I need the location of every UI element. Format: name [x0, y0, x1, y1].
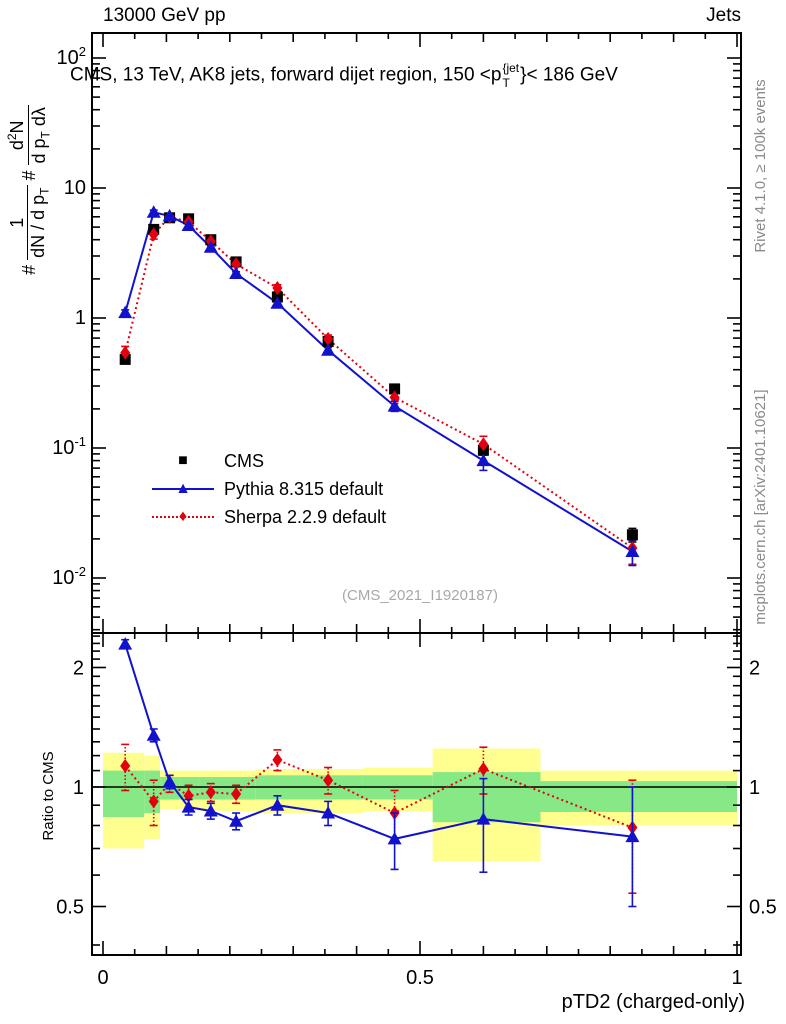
svg-text:2: 2 — [73, 658, 84, 680]
svg-text:102: 102 — [57, 44, 86, 69]
svg-text:1: 1 — [73, 777, 84, 799]
legend-marker-cms: ■ — [152, 451, 214, 471]
mcplots-reference-note: mcplots.cern.ch [arXiv:2401.10621] — [752, 389, 769, 625]
ylabel-frac1-denominator: dN / d pT — [28, 187, 52, 258]
ylabel-frac2-numerator: d2N — [5, 105, 29, 166]
svg-text:0.5: 0.5 — [56, 897, 84, 919]
legend-label-pythia: Pythia 8.315 default — [224, 478, 384, 499]
legend-label-sherpa: Sherpa 2.2.9 default — [224, 506, 387, 527]
main-y-tick-labels: 102 10 1 10-1 10-2 — [52, 44, 86, 589]
legend-marker-pythia: ▲ — [152, 479, 214, 499]
beam-energy-header: 13000 GeV pp — [103, 5, 226, 26]
ratio-uncertainty-bands — [103, 748, 737, 862]
ylabel-hash-2: # — [19, 170, 40, 181]
analysis-topic-header: Jets — [706, 5, 741, 26]
legend-item-sherpa: ♦ Sherpa 2.2.9 default — [152, 503, 386, 531]
plot-title-pre: CMS, 13 TeV, AK8 jets, forward dijet reg… — [70, 64, 502, 86]
plot-title-superscript: {jet — [502, 61, 520, 75]
svg-text:10-1: 10-1 — [52, 434, 86, 459]
ylabel-fraction-2: d2N d pT dλ — [5, 105, 53, 166]
svg-text:2: 2 — [749, 658, 760, 680]
legend-line-pythia — [152, 488, 214, 490]
square-marker-icon: ■ — [178, 452, 188, 469]
main-panel — [91, 32, 742, 634]
diamond-marker-icon: ♦ — [178, 508, 188, 525]
ylabel-hash-1: # — [19, 264, 40, 275]
ylabel-fraction-1: 1 dN / d pT — [6, 185, 53, 260]
svg-text:0.5: 0.5 — [406, 967, 434, 989]
x-axis-title: pTD2 (charged-only) — [561, 991, 745, 1013]
svg-text:1: 1 — [75, 307, 86, 329]
ratio-y-tick-labels: 2 2 1 1 0.5 0.5 — [56, 658, 777, 919]
svg-text:1: 1 — [731, 967, 742, 989]
ylabel-frac2-denominator: d pT dλ — [28, 107, 53, 164]
ratio-panel — [91, 632, 742, 956]
legend-line-sherpa — [152, 516, 214, 518]
triangle-marker-icon: ▲ — [175, 480, 191, 497]
main-y-axis-label: #1 dN / d pT # d2N d pT dλ — [5, 33, 53, 348]
svg-text:10: 10 — [64, 177, 86, 199]
axis-ticks — [92, 33, 741, 955]
ylabel-frac1-numerator: 1 — [6, 185, 29, 260]
legend: ■ CMS ▲ Pythia 8.315 default ♦ Sherpa 2.… — [152, 447, 386, 531]
ratio-y-axis-label: Ratio to CMS — [40, 751, 57, 841]
legend-label-cms: CMS — [224, 450, 264, 471]
svg-text:0: 0 — [97, 967, 108, 989]
x-tick-labels: 0 0.5 1 — [97, 967, 742, 989]
rivet-version-note: Rivet 4.1.0, ≥ 100k events — [752, 79, 769, 253]
legend-marker-sherpa: ♦ — [152, 507, 214, 527]
svg-text:0.5: 0.5 — [749, 897, 777, 919]
svg-text:10-2: 10-2 — [52, 564, 86, 589]
plot-title-script: {jet T — [502, 62, 519, 89]
plot-title-subscript: T — [502, 76, 510, 90]
svg-text:1: 1 — [749, 777, 760, 799]
ratio-series-pythia — [118, 637, 640, 908]
plot-title: CMS, 13 TeV, AK8 jets, forward dijet reg… — [70, 62, 618, 89]
analysis-id-watermark: (CMS_2021_I1920187) — [342, 587, 498, 604]
legend-item-pythia: ▲ Pythia 8.315 default — [152, 475, 386, 503]
legend-item-cms: ■ CMS — [152, 447, 386, 475]
main-markers-pythia — [118, 205, 640, 557]
plot-title-post: }< 186 GeV — [520, 64, 618, 86]
